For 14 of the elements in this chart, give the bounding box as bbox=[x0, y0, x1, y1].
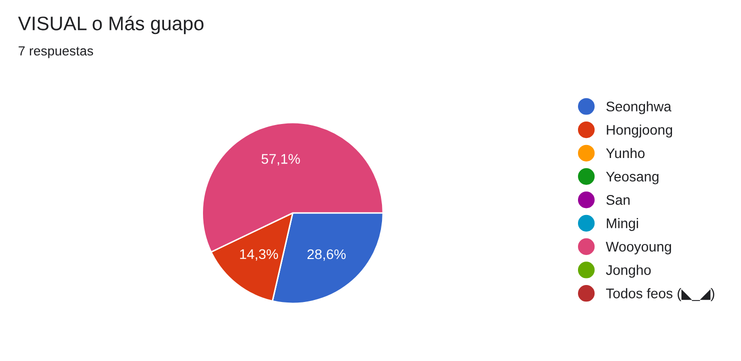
chart-title: VISUAL o Más guapo bbox=[18, 16, 204, 34]
legend-label: Yunho bbox=[606, 148, 645, 158]
legend-label: Hongjoong bbox=[606, 124, 672, 138]
data-label: 57,1% bbox=[262, 154, 300, 166]
text: 7 respuestas bbox=[18, 46, 94, 58]
legend-label: San bbox=[606, 195, 630, 205]
legend-label: Yeosang bbox=[606, 172, 658, 184]
legend-label: Wooyoung bbox=[606, 242, 672, 254]
data-label: 28,6% bbox=[307, 249, 346, 261]
legend-label: Seonghwa bbox=[606, 101, 672, 114]
legend-label: Todos feos (◣_◢) bbox=[606, 288, 714, 302]
legend-label: Mingi bbox=[606, 218, 638, 231]
data-label: 14,3% bbox=[240, 249, 278, 261]
legend-label: Jongho bbox=[606, 264, 651, 278]
